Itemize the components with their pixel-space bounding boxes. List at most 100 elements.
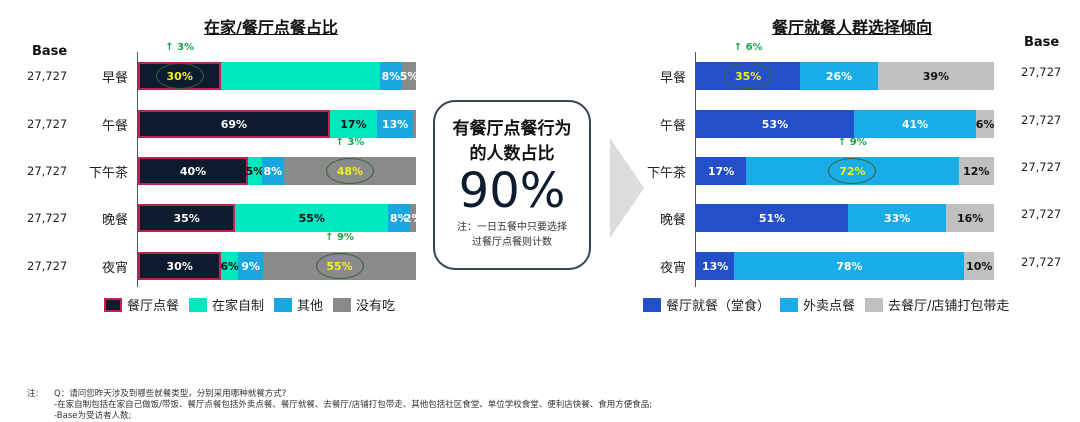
base-value: 27,727 [1021, 160, 1062, 174]
bar-segment: 35% [138, 204, 236, 232]
segment-value: 17% [707, 164, 735, 178]
summary-line2: 的人数占比 [469, 144, 555, 164]
highlight-circle [155, 63, 204, 89]
segment-value: 51% [758, 211, 786, 225]
segment-value: 9% [241, 259, 260, 273]
stacked-bar: 51% 33% 16% [696, 204, 994, 232]
base-value: 27,727 [27, 117, 68, 131]
increase-indicator: ↑ 9% [325, 232, 354, 243]
bar-segment: ↑ 9% 55% [263, 232, 416, 280]
left-base-header: Base [32, 44, 68, 59]
segment-value: 35% [173, 211, 200, 225]
segment-value: 55% [298, 211, 325, 225]
segment-value: 2% [403, 211, 423, 225]
legend-label: 其他 [297, 299, 324, 314]
bar-segment: 33% [847, 204, 947, 232]
segment-value: 40% [179, 164, 207, 178]
bar-segment: 51% [696, 204, 848, 232]
footnote-line2: -在家自制包括在家自己做饭/带饭、餐厅点餐包括外卖点餐、餐厅就餐、去餐厅/店铺打… [54, 400, 653, 410]
right-axis [695, 52, 696, 287]
segment-value: 12% [963, 164, 990, 178]
stacked-bar: ↑ 3% 30% 8% 5% [138, 42, 419, 90]
bar-segment: 13% [377, 110, 414, 138]
stacked-bar: 17% ↑ 9% 72% 12% [696, 137, 994, 185]
bar-segment: 41% [853, 110, 977, 138]
bar-segment [413, 110, 416, 138]
bar-segment: 5% [245, 157, 265, 185]
legend-item-takeaway: 去餐厅/店铺打包带走 [865, 295, 1009, 314]
segment-value: 30% [166, 259, 193, 273]
legend-item-none: 没有吃 [333, 295, 395, 314]
segment-value: 39% [922, 69, 950, 83]
left-legend: 餐厅点餐 在家自制 其他 没有吃 [104, 295, 405, 314]
base-value: 27,727 [1021, 65, 1062, 79]
legend-swatch [274, 297, 293, 312]
legend-swatch [643, 297, 661, 312]
category-label: 午餐 [101, 119, 128, 134]
footnote-line3: -Base为受访者人数; [54, 411, 132, 421]
bar-segment: 69% [138, 110, 330, 138]
segment-value: 10% [966, 259, 993, 273]
stacked-bar: 35% 55% 8% 2% [138, 204, 423, 232]
summary-box: 有餐厅点餐行为 的人数占比 90% 注：一日五餐中只要选择 过餐厅点餐则计数 [433, 100, 591, 270]
footnote-line1: Q：请问您昨天涉及到哪些就餐类型，分别采用哪种就餐方式? [54, 389, 287, 399]
legend-label: 餐厅就餐（堂食） [666, 299, 771, 314]
category-label: 下午茶 [88, 166, 128, 181]
segment-value: 8% [263, 164, 283, 178]
summary-note1: 注：一日五餐中只要选择 [457, 222, 567, 233]
highlight-circle [828, 158, 877, 184]
legend-swatch [865, 297, 884, 312]
segment-value: 53% [761, 117, 789, 131]
category-label: 晚餐 [659, 213, 686, 228]
stacked-bar: 13% 78% 10% [696, 252, 994, 280]
segment-value: 5% [245, 164, 265, 178]
segment-value: 13% [381, 117, 409, 131]
legend-swatch [104, 297, 122, 312]
segment-value: 6% [975, 117, 995, 131]
legend-swatch [189, 297, 208, 312]
base-value: 27,727 [1021, 255, 1062, 269]
bar-segment: 2% [404, 204, 423, 232]
stacked-bar: ↑ 6% 35% 26% 39% [696, 42, 994, 90]
base-value: 27,727 [27, 69, 68, 83]
bar-segment: 17% [696, 157, 747, 185]
legend-item-other: 其他 [274, 295, 323, 314]
bar-segment: 53% [696, 110, 854, 138]
legend-label: 外卖点餐 [803, 299, 856, 314]
arrow-right-icon [610, 138, 644, 238]
segment-value: 5% [399, 69, 419, 83]
base-value: 27,727 [1021, 113, 1062, 127]
segment-value: 78% [836, 259, 863, 273]
right-chart-title: 餐厅就餐人群选择倾向 [772, 18, 933, 37]
legend-item-dine-in: 餐厅就餐（堂食） [643, 295, 770, 314]
bar-segment: 13% [696, 252, 735, 280]
legend-item-delivery: 外卖点餐 [780, 295, 855, 314]
bar-segment: 12% [958, 157, 994, 185]
summary-note2: 过餐厅点餐则计数 [472, 237, 552, 248]
increase-indicator: ↑ 9% [837, 137, 867, 148]
category-label: 早餐 [659, 71, 686, 86]
bar-segment: ↑ 3% 48% [283, 137, 416, 185]
bar-segment [221, 62, 380, 90]
bar-segment: ↑ 6% 35% [696, 42, 801, 90]
bar-segment: 8% [388, 204, 411, 232]
increase-indicator: ↑ 3% [335, 137, 365, 148]
summary-line1: 有餐厅点餐行为 [452, 119, 572, 139]
segment-value: 6% [220, 259, 240, 273]
bar-segment: 39% [877, 62, 994, 90]
segment-value: 16% [956, 211, 984, 225]
base-value: 27,727 [1021, 207, 1062, 221]
segment-value: 8% [381, 69, 401, 83]
category-label: 早餐 [101, 71, 128, 86]
right-legend: 餐厅就餐（堂食） 外卖点餐 去餐厅/店铺打包带走 [643, 295, 1019, 314]
summary-value: 90% [458, 163, 566, 219]
bar-segment: 16% [946, 204, 994, 232]
segment-value: 17% [340, 117, 367, 131]
base-value: 27,727 [27, 259, 68, 273]
legend-swatch [780, 297, 799, 312]
left-chart-title: 在家/餐厅点餐占比 [204, 18, 338, 37]
category-label: 晚餐 [101, 213, 128, 228]
legend-label: 去餐厅/店铺打包带走 [888, 299, 1010, 314]
increase-indicator: ↑ 6% [733, 42, 763, 53]
bar-segment: ↑ 3% 30% [138, 42, 222, 90]
